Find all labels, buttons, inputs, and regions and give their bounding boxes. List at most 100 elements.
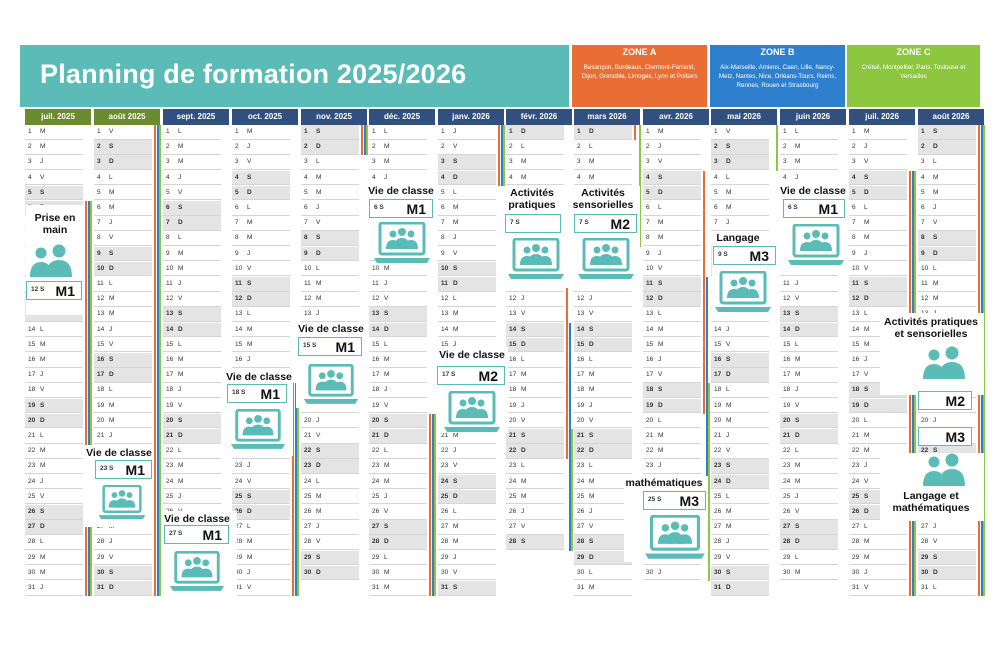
session-date-box[interactable]: 17 S M2 bbox=[437, 366, 505, 385]
vacation-bar-zone-c bbox=[708, 383, 710, 581]
day-row: 15 L bbox=[369, 338, 427, 353]
day-row: 25 J bbox=[369, 490, 427, 505]
day-row: 14 S bbox=[574, 322, 632, 338]
day-row: 25 V bbox=[25, 490, 83, 505]
day-row: 22 L bbox=[369, 444, 427, 459]
day-row: 10 L bbox=[918, 262, 976, 277]
day-row: 22 L bbox=[780, 444, 838, 459]
day-row: 23 J bbox=[849, 459, 907, 474]
day-row: 27 J bbox=[301, 520, 359, 535]
day-row: 13 V bbox=[574, 307, 632, 322]
day-row: 17 M bbox=[369, 368, 427, 383]
session-module: M1 bbox=[406, 201, 426, 217]
day-row: 17 D bbox=[94, 368, 152, 383]
day-row: 15 L bbox=[163, 338, 221, 353]
zone-b-name: ZONE B bbox=[760, 47, 795, 57]
vacation-bar-zone-a bbox=[292, 383, 294, 597]
session-date-box[interactable]: 23 S M1 bbox=[95, 460, 152, 479]
session-date-box[interactable]: 6 S M1 bbox=[783, 199, 845, 218]
day-row: 20 J bbox=[301, 414, 359, 429]
session-date-box[interactable]: 9 S M3 bbox=[713, 246, 776, 265]
session-date-box[interactable]: 7 S M2 bbox=[574, 214, 637, 233]
day-row: 29 V bbox=[94, 551, 152, 566]
vacation-bar-zone-c bbox=[571, 429, 573, 551]
laptop-group-icon bbox=[506, 237, 566, 286]
day-row: 24 M bbox=[506, 475, 564, 490]
day-row: 14 M bbox=[232, 323, 290, 338]
people-group-icon bbox=[27, 243, 75, 284]
day-row: 10 V bbox=[849, 262, 907, 277]
session-date-box[interactable]: 27 S M1 bbox=[164, 525, 229, 544]
session-title: Activités sensorielles bbox=[572, 187, 634, 212]
laptop-group-icon bbox=[97, 484, 147, 526]
session-date-box[interactable]: 15 S M1 bbox=[298, 337, 362, 356]
day-row: 22 D bbox=[574, 444, 632, 459]
session-date-box[interactable]: 25 S M3 bbox=[643, 491, 706, 510]
session-module: M3 bbox=[945, 429, 965, 445]
day-row: 12 D bbox=[849, 292, 907, 307]
vacation-bar-zone-a bbox=[703, 170, 705, 414]
day-row: 12 V bbox=[780, 292, 838, 307]
vacation-bar-zone-b bbox=[705, 277, 708, 521]
vacation-bar-zone-b bbox=[294, 383, 297, 597]
day-row: 23 L bbox=[574, 459, 632, 474]
day-row: 23 M bbox=[163, 459, 221, 474]
month-header: août 2025 bbox=[94, 109, 160, 125]
day-row: 15 L bbox=[780, 338, 838, 353]
laptop-group-icon bbox=[576, 237, 636, 286]
day-row: 12 D bbox=[643, 292, 701, 307]
month-header: sept. 2025 bbox=[163, 109, 229, 125]
day-row: 26 J bbox=[574, 505, 632, 520]
day-row: 23 L bbox=[506, 459, 564, 474]
day-row: 15 D bbox=[506, 337, 564, 353]
day-row: 13 S bbox=[780, 307, 838, 322]
session-date-box[interactable]: M2 bbox=[918, 391, 972, 410]
session-day: 18 S bbox=[232, 389, 246, 396]
day-row: 11 J bbox=[163, 277, 221, 292]
day-row: 17 M bbox=[780, 368, 838, 383]
month-header: juin 2026 bbox=[780, 109, 846, 125]
month-header: nov. 2025 bbox=[301, 109, 367, 125]
session-date-box[interactable]: M3 bbox=[918, 427, 972, 446]
day-row: 23 J bbox=[643, 459, 701, 474]
session-date-box[interactable]: 12 S M1 bbox=[26, 281, 82, 300]
day-row: 20 V bbox=[574, 414, 632, 429]
session-date-box[interactable]: 7 S bbox=[505, 214, 561, 233]
day-row: 28 J bbox=[94, 535, 152, 550]
session-date-box[interactable]: 18 S M1 bbox=[227, 384, 287, 403]
session-module: M1 bbox=[125, 462, 145, 478]
day-row: 14 M bbox=[643, 323, 701, 338]
page-title: Planning de formation 2025/2026 bbox=[40, 59, 467, 89]
session-date-box[interactable]: 6 S M1 bbox=[369, 199, 433, 218]
day-row: 12 J bbox=[506, 292, 564, 307]
